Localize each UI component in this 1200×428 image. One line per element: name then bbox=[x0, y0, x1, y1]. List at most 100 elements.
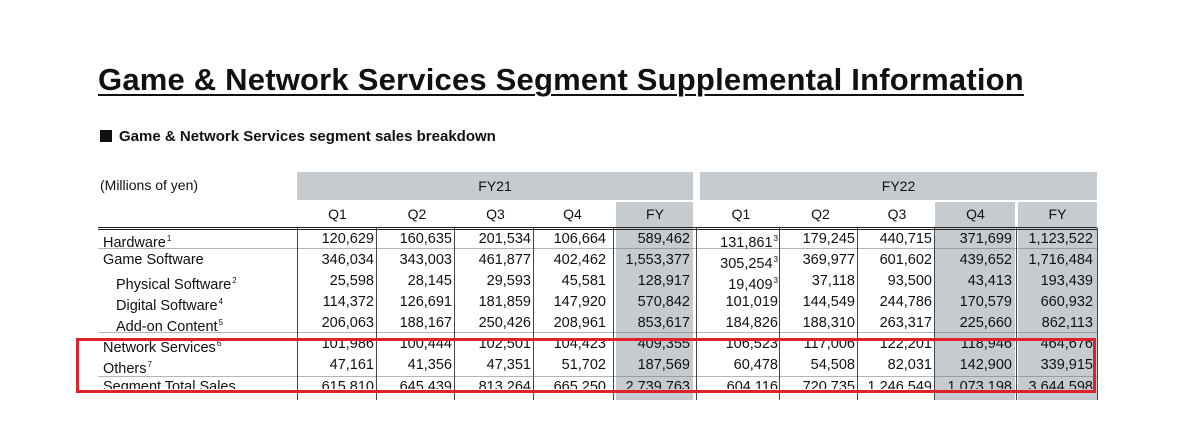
value-text: 82,031 bbox=[887, 357, 932, 373]
clipped-row-region: Segment Total Sales 615,810 645,439 813,264… bbox=[0, 377, 1200, 389]
column-header: Q2 bbox=[811, 206, 830, 222]
value-cell: 54,508 bbox=[811, 355, 855, 375]
value-text: 1,123,522 bbox=[1028, 231, 1093, 247]
value-cell: 208,961 bbox=[554, 313, 606, 333]
column-divider bbox=[934, 228, 935, 400]
fy21-header-band bbox=[297, 172, 693, 200]
value-cell: 201,534 bbox=[479, 229, 531, 249]
value-text: 28,145 bbox=[407, 273, 452, 289]
value-cell: 193,439 bbox=[1041, 271, 1093, 291]
row-label-text: Digital Software bbox=[116, 298, 218, 314]
value-cell: 862,113 bbox=[1042, 313, 1093, 333]
value-cell: 720,735 bbox=[803, 377, 855, 389]
value-cell: 660,932 bbox=[1041, 292, 1093, 312]
value-cell: 188,167 bbox=[400, 313, 452, 333]
body-rule bbox=[98, 229, 1097, 230]
column-divider bbox=[779, 228, 780, 400]
value-text: 144,549 bbox=[802, 294, 855, 310]
value-text: 187,569 bbox=[637, 357, 690, 373]
value-cell: 29,593 bbox=[487, 271, 531, 291]
value-text: 862,113 bbox=[1041, 315, 1093, 331]
value-text: 60,478 bbox=[733, 357, 778, 373]
column-header: Q1 bbox=[731, 206, 751, 222]
value-cell: 263,317 bbox=[880, 313, 932, 333]
value-cell: 28,145 bbox=[408, 271, 452, 291]
value-cell: 41,356 bbox=[408, 355, 452, 375]
value-text: 250,426 bbox=[478, 315, 531, 331]
value-text: 369,977 bbox=[802, 252, 855, 268]
row-label: Hardware1 bbox=[103, 229, 171, 253]
value-cell: 47,351 bbox=[487, 355, 531, 375]
value-cell: 120,629 bbox=[322, 229, 374, 249]
column-divider bbox=[1016, 228, 1017, 400]
value-text: 402,462 bbox=[553, 252, 606, 268]
value-cell: 179,245 bbox=[803, 229, 855, 249]
value-text: 43,413 bbox=[967, 273, 1012, 289]
value-text: 47,161 bbox=[329, 357, 374, 373]
value-text: 346,034 bbox=[321, 252, 374, 268]
value-cell: 51,702 bbox=[562, 355, 606, 375]
value-cell: 244,786 bbox=[880, 292, 932, 312]
column-header: Q4 bbox=[563, 206, 582, 222]
value-cell: 43,413 bbox=[968, 271, 1012, 291]
value-text: 170,579 bbox=[959, 294, 1012, 310]
fy22-header-band bbox=[700, 172, 1097, 200]
row-label: Physical Software2 bbox=[116, 271, 237, 295]
value-cell: 2,739,763 bbox=[625, 377, 690, 389]
value-cell: 225,660 bbox=[960, 313, 1012, 333]
value-cell: 106,664 bbox=[554, 229, 606, 249]
footnote-marker: 4 bbox=[218, 297, 223, 306]
value-text: 51,702 bbox=[561, 357, 606, 373]
row-divider bbox=[98, 248, 1097, 249]
value-cell: 339,915 bbox=[1041, 355, 1093, 375]
value-text: 19,409 bbox=[728, 277, 773, 293]
value-cell: 305,2543 bbox=[720, 250, 778, 274]
value-text: 2,739,763 bbox=[625, 379, 690, 389]
column-header: Q3 bbox=[486, 206, 505, 222]
value-cell: 371,699 bbox=[960, 229, 1012, 249]
footnote-marker: 2 bbox=[232, 276, 237, 285]
square-bullet-icon bbox=[100, 130, 112, 142]
value-cell: 601,602 bbox=[880, 250, 932, 270]
value-text: 570,842 bbox=[637, 294, 690, 310]
row-label-text: Hardware bbox=[103, 235, 166, 251]
value-text: 589,462 bbox=[637, 231, 690, 247]
value-cell: 45,581 bbox=[562, 271, 606, 291]
value-text: 193,439 bbox=[1040, 273, 1093, 289]
value-cell: 144,549 bbox=[803, 292, 855, 312]
fy22-fy-column-shade bbox=[1018, 202, 1097, 400]
row-label-text: Others bbox=[103, 361, 147, 377]
value-cell: 615,810 bbox=[322, 377, 374, 389]
value-text: 1,716,484 bbox=[1028, 252, 1093, 268]
value-text: 3,644,598 bbox=[1028, 379, 1093, 389]
value-cell: 3,644,598 bbox=[1028, 377, 1093, 389]
column-divider bbox=[613, 228, 614, 400]
value-cell: 184,826 bbox=[726, 313, 778, 333]
table-row: Game Software 346,034 343,003 461,877 402,46… bbox=[0, 250, 1200, 272]
table-row: Segment Total Sales 615,810 645,439 813,264… bbox=[0, 377, 1200, 389]
value-text: 615,810 bbox=[321, 379, 374, 389]
section-heading-text: Game & Network Services segment sales br… bbox=[119, 128, 496, 145]
value-cell: 1,073,198 bbox=[947, 377, 1012, 389]
column-divider bbox=[297, 228, 298, 400]
value-cell: 126,691 bbox=[400, 292, 452, 312]
value-text: 1,073,198 bbox=[947, 379, 1012, 389]
value-text: 54,508 bbox=[810, 357, 855, 373]
value-cell: 25,598 bbox=[330, 271, 374, 291]
value-text: 47,351 bbox=[486, 357, 531, 373]
row-label-text: Add-on Content bbox=[116, 319, 218, 335]
value-text: 343,003 bbox=[399, 252, 452, 268]
value-text: 461,877 bbox=[478, 252, 531, 268]
fy22-q4-column-shade bbox=[935, 202, 1015, 400]
row-label: Digital Software4 bbox=[116, 292, 223, 316]
value-cell: 570,842 bbox=[638, 292, 690, 312]
footnote-marker: 7 bbox=[147, 360, 152, 369]
table-row: Hardware1 120,629 160,635 201,534 106,664 589… bbox=[0, 229, 1200, 251]
value-text: 439,652 bbox=[959, 252, 1012, 268]
row-label-text: Physical Software bbox=[116, 277, 232, 293]
row-label-text: Network Services bbox=[103, 340, 216, 356]
value-cell: 131,8613 bbox=[720, 229, 778, 253]
value-cell: 1,716,484 bbox=[1028, 250, 1093, 270]
section-heading: Game & Network Services segment sales br… bbox=[100, 128, 496, 145]
row-label: Add-on Content5 bbox=[116, 313, 223, 337]
